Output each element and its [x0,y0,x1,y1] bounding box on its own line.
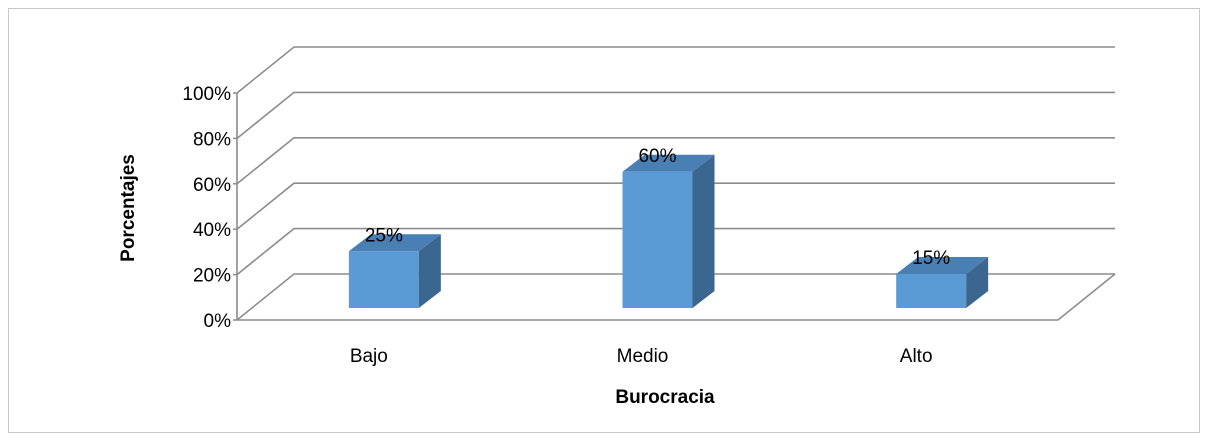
y-tick-label: 80% [193,129,231,150]
gridline [236,182,1115,230]
y-tick-label: 0% [204,311,232,332]
y-axis-title: Porcentajes [118,154,139,262]
gridlines [236,46,1116,321]
bar-top-face [896,256,989,274]
bar-front-face [622,171,693,308]
y-tick-label: 40% [193,220,231,241]
bar-bajo: 25% [348,225,441,308]
x-category-label: Bajo [350,346,388,367]
y-tick-label: 60% [193,175,231,196]
bar-medio: 60% [622,146,715,308]
x-axis-categories: Bajo Medio Alto [350,346,933,367]
x-axis-title: Burocracia [615,387,715,408]
y-tick-label: 20% [193,266,231,287]
data-label: 15% [912,248,950,269]
bar-side-face [966,256,989,308]
data-label: 25% [365,225,403,246]
y-axis-ticks: 0% 20% 40% 60% 80% 100% [182,84,237,332]
bar-top-face [348,234,441,252]
x-category-label: Alto [900,346,933,367]
x-category-label: Medio [617,346,669,367]
bar-front-face [896,273,967,308]
gridline [236,91,1115,140]
gridline [236,137,1115,185]
gridline [236,227,1115,276]
bar-alto: 15% [896,248,989,308]
bar-top-face [622,154,715,172]
y-tick-label: 100% [182,84,231,105]
gridline [236,273,1115,321]
bars: 25% 60% 15% [348,146,989,308]
data-label: 60% [638,146,676,167]
bar-side-face [692,154,715,308]
bar-front-face [348,251,419,308]
chart-frame [8,8,1200,433]
floor-edge [237,273,1116,321]
bar-side-face [418,234,441,308]
gridline [236,46,1115,94]
